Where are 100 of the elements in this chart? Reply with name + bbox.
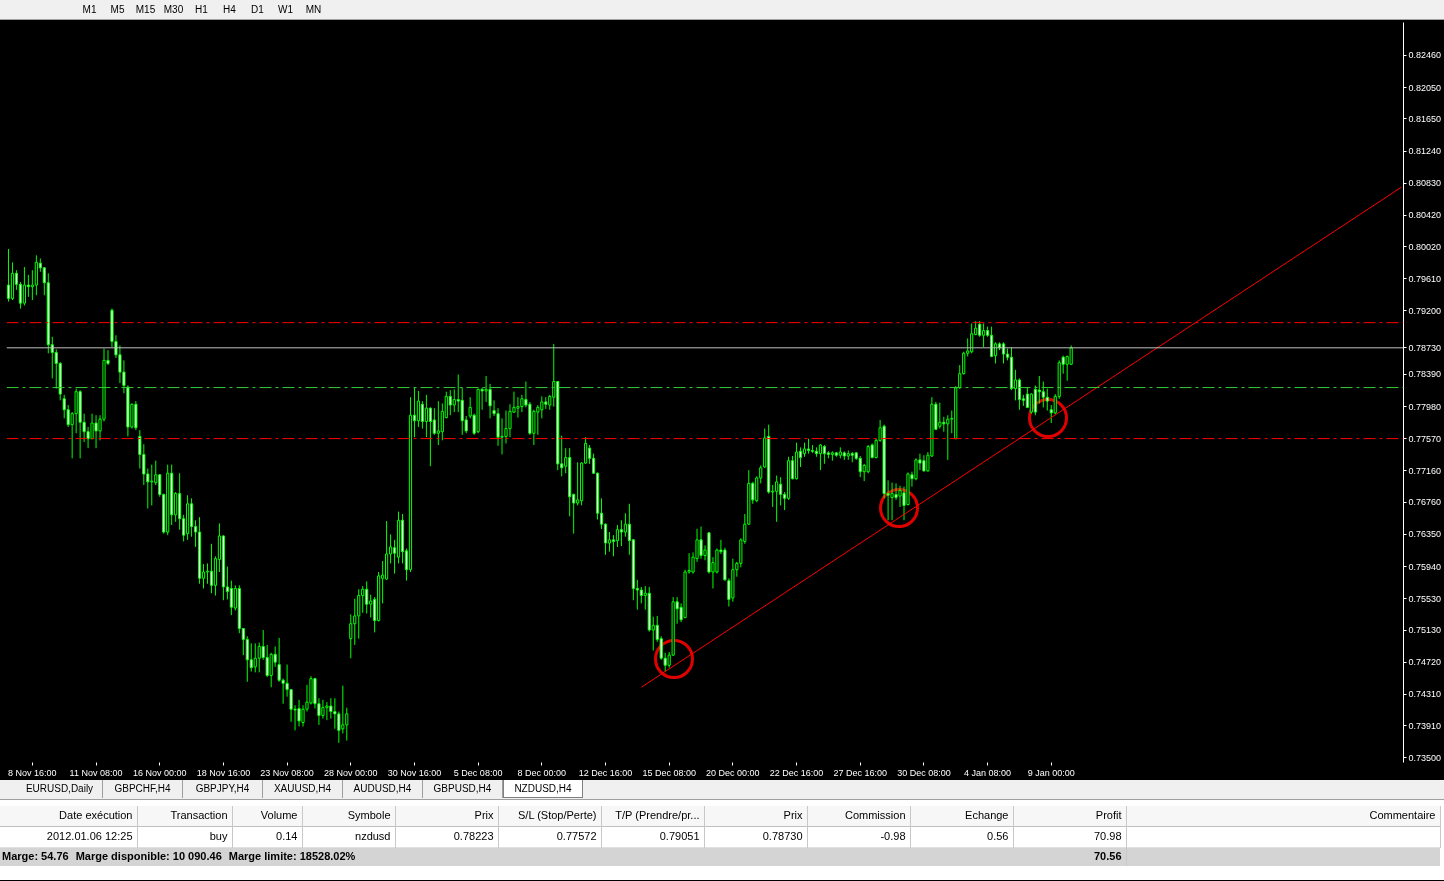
- y-tick-label: 0.74310: [1408, 689, 1442, 700]
- candlestick: [982, 323, 986, 348]
- candlestick: [365, 580, 369, 615]
- y-tick-label: 0.79610: [1408, 273, 1442, 284]
- candlestick: [1045, 388, 1049, 412]
- candlestick: [150, 464, 154, 506]
- timeframe-label: W1: [277, 3, 294, 17]
- timeframe-label: M5: [109, 3, 126, 17]
- candlestick: [946, 414, 950, 461]
- candlestick: [22, 266, 26, 306]
- y-tick-label: 0.77980: [1408, 401, 1442, 412]
- y-tick-label: 0.82050: [1408, 82, 1442, 93]
- y-tick-label: 0.76350: [1408, 529, 1442, 540]
- candlestick: [420, 400, 425, 430]
- tab: EURUSD,Daily: [17, 780, 103, 798]
- candlestick: [253, 642, 257, 673]
- y-tick-label: 0.75130: [1408, 625, 1442, 636]
- x-tick-label: 12 Dec 16:00: [578, 767, 633, 778]
- x-tick-label: 23 Nov 08:00: [260, 767, 314, 778]
- candlestick: [229, 580, 233, 616]
- y-tick-label: 0.77160: [1408, 465, 1442, 476]
- timeframe-label: D1: [250, 3, 265, 17]
- y-tick-label: 0.73500: [1408, 752, 1442, 763]
- candlestick: [452, 388, 456, 413]
- y-tick-label: 0.80020: [1408, 241, 1442, 252]
- candlestick: [448, 389, 452, 416]
- tab: AUDUSD,H4: [343, 780, 423, 798]
- candlestick: [428, 406, 432, 467]
- candlestick: [325, 701, 329, 721]
- tab-active: NZDUSD,H4: [503, 780, 583, 798]
- candlestick: [516, 396, 520, 419]
- timeframe-label: M15: [134, 3, 157, 17]
- y-tick-label: 0.73910: [1408, 720, 1442, 731]
- table-cell: 2012.01.06 12:25: [0, 826, 137, 847]
- x-tick-label: 8 Dec 00:00: [517, 767, 567, 778]
- candlestick: [619, 519, 624, 547]
- table-header-cell: Symbole: [302, 806, 395, 826]
- x-tick-label: 11 Nov 08:00: [69, 767, 123, 778]
- candlestick: [357, 588, 361, 640]
- table-header-cell: S/L (Stop/Perte): [498, 806, 601, 826]
- x-tick-label: 28 Nov 00:00: [324, 767, 378, 778]
- table-header-cell: Commission: [807, 806, 910, 826]
- tab: GBPCHF,H4: [103, 780, 183, 798]
- table-header-cell: Echange: [910, 806, 1013, 826]
- x-tick-label: 22 Dec 16:00: [769, 767, 824, 778]
- candlestick: [345, 707, 349, 742]
- timeframe-label: MN: [304, 3, 323, 17]
- candlestick: [205, 562, 210, 585]
- x-tick-label: 18 Nov 16:00: [196, 767, 251, 778]
- y-tick-label: 0.81650: [1408, 113, 1442, 124]
- table-header-cell: T/P (Prendre/pr...: [601, 806, 704, 826]
- candlestick: [858, 455, 862, 478]
- candlestick: [249, 642, 253, 673]
- table-header-cell: Profit: [1013, 806, 1126, 826]
- table-header-cell: Volume: [232, 806, 302, 826]
- candlestick: [699, 526, 703, 560]
- y-tick-label: 0.81240: [1408, 146, 1442, 157]
- ref-line-label: 0.78730: [1408, 342, 1442, 353]
- candlestick: [134, 400, 138, 431]
- candlestick: [779, 476, 783, 506]
- timeframe-label: M1: [81, 3, 98, 17]
- candlestick: [416, 390, 421, 428]
- candlestick: [209, 543, 214, 594]
- candlestick: [1029, 392, 1033, 415]
- x-tick-label: 16 Nov 00:00: [132, 767, 187, 778]
- table-header-cell: Commentaire: [1126, 806, 1440, 826]
- candlestick: [432, 407, 436, 436]
- candlestick: [775, 475, 779, 523]
- y-tick-label: 0.82460: [1408, 50, 1442, 61]
- x-tick-label: 4 Jan 08:00: [964, 767, 1012, 778]
- candlestick: [34, 254, 38, 296]
- y-tick-label: 0.74720: [1408, 657, 1442, 668]
- candlestick: [484, 375, 488, 403]
- candlestick: [1033, 384, 1037, 416]
- x-tick-label: 15 Dec 08:00: [642, 767, 696, 778]
- y-tick-label: 0.75530: [1408, 593, 1442, 604]
- x-tick-label: 27 Dec 16:00: [833, 767, 887, 778]
- candlestick: [500, 417, 504, 455]
- candlestick: [938, 402, 942, 430]
- table-header-cell: Date exécution: [0, 806, 137, 826]
- y-tick-label: 0.75940: [1408, 561, 1442, 572]
- candlestick: [822, 444, 826, 465]
- y-tick-label: 0.79200: [1408, 305, 1442, 316]
- candlestick: [353, 598, 357, 646]
- x-tick-label: 5 Dec 08:00: [453, 767, 503, 778]
- table-header-cell: Transaction: [137, 806, 232, 826]
- x-tick-label: 30 Nov 16:00: [387, 767, 442, 778]
- x-tick-label: 9 Jan 00:00: [1027, 767, 1075, 778]
- tab: GBPJPY,H4: [183, 780, 263, 798]
- timeframe-label: M30: [162, 3, 185, 17]
- x-tick-label: 8 Nov 16:00: [8, 767, 57, 778]
- candlestick: [189, 497, 194, 538]
- candlestick: [361, 585, 365, 614]
- candlestick: [890, 482, 894, 521]
- candlestick: [970, 323, 974, 354]
- timeframe-label: H4: [222, 3, 237, 17]
- y-tick-label: 0.77570: [1408, 433, 1442, 444]
- candlestick: [1041, 381, 1045, 408]
- candlestick: [94, 414, 98, 449]
- x-tick-label: 20 Dec 00:00: [706, 767, 760, 778]
